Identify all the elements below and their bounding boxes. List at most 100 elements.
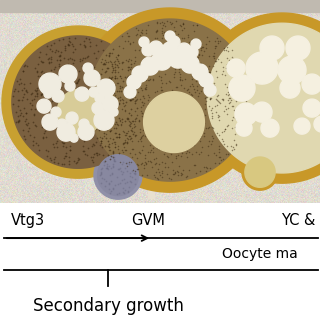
Point bbox=[106, 181, 111, 187]
Point bbox=[155, 28, 160, 33]
Point bbox=[21, 68, 26, 74]
Point bbox=[212, 39, 217, 44]
Point bbox=[16, 119, 21, 124]
Point bbox=[61, 140, 66, 145]
Point bbox=[210, 124, 215, 130]
Point bbox=[206, 66, 211, 71]
Point bbox=[113, 158, 118, 164]
Point bbox=[93, 74, 98, 79]
Point bbox=[206, 70, 211, 75]
Point bbox=[165, 92, 171, 97]
Point bbox=[80, 143, 85, 148]
Point bbox=[119, 34, 124, 39]
Point bbox=[230, 117, 235, 123]
Point bbox=[119, 120, 124, 125]
Point bbox=[112, 139, 117, 144]
Point bbox=[128, 97, 133, 102]
Point bbox=[103, 59, 108, 64]
Point bbox=[207, 97, 212, 102]
Point bbox=[154, 28, 159, 34]
Point bbox=[146, 101, 151, 107]
Point bbox=[194, 23, 199, 28]
Point bbox=[165, 111, 171, 116]
Point bbox=[127, 124, 132, 129]
Point bbox=[153, 161, 158, 166]
Point bbox=[132, 60, 137, 66]
Point bbox=[106, 113, 111, 118]
Point bbox=[244, 96, 250, 101]
Point bbox=[16, 81, 21, 86]
Point bbox=[143, 30, 148, 35]
Point bbox=[113, 73, 118, 78]
Polygon shape bbox=[197, 13, 320, 183]
Point bbox=[143, 78, 148, 83]
Point bbox=[68, 92, 73, 97]
Point bbox=[97, 135, 102, 140]
Polygon shape bbox=[177, 43, 191, 57]
Point bbox=[106, 53, 111, 58]
Point bbox=[108, 156, 113, 162]
Point bbox=[126, 189, 131, 194]
Point bbox=[159, 48, 164, 53]
Point bbox=[106, 180, 111, 185]
Point bbox=[61, 141, 66, 146]
Point bbox=[172, 28, 177, 33]
Point bbox=[213, 68, 219, 73]
Point bbox=[64, 129, 69, 134]
Point bbox=[124, 160, 129, 165]
Point bbox=[229, 94, 234, 99]
Point bbox=[76, 126, 81, 132]
Point bbox=[74, 95, 79, 100]
Point bbox=[75, 80, 80, 85]
Polygon shape bbox=[65, 81, 75, 91]
Point bbox=[64, 154, 69, 159]
Point bbox=[125, 68, 130, 73]
Point bbox=[91, 113, 96, 118]
Point bbox=[80, 148, 85, 153]
Point bbox=[101, 117, 106, 122]
Point bbox=[108, 136, 113, 141]
Point bbox=[106, 85, 111, 90]
Point bbox=[124, 131, 129, 136]
Point bbox=[130, 76, 135, 81]
Point bbox=[174, 156, 179, 161]
Point bbox=[234, 142, 239, 147]
Point bbox=[132, 108, 137, 113]
Point bbox=[178, 75, 183, 80]
Point bbox=[230, 90, 235, 95]
Point bbox=[225, 124, 230, 129]
Point bbox=[82, 86, 87, 91]
Point bbox=[215, 99, 220, 104]
Point bbox=[69, 99, 74, 104]
Point bbox=[107, 124, 112, 129]
Point bbox=[188, 84, 193, 89]
Point bbox=[188, 49, 193, 54]
Point bbox=[33, 87, 38, 92]
Point bbox=[139, 110, 144, 116]
Point bbox=[62, 155, 67, 160]
Point bbox=[127, 137, 132, 142]
Point bbox=[75, 160, 80, 165]
Point bbox=[219, 96, 224, 101]
Point bbox=[81, 148, 86, 154]
Point bbox=[112, 100, 117, 106]
Point bbox=[173, 90, 179, 95]
Point bbox=[90, 69, 95, 74]
Polygon shape bbox=[79, 119, 89, 129]
Point bbox=[108, 89, 113, 94]
Point bbox=[100, 135, 105, 140]
Point bbox=[181, 58, 186, 63]
Point bbox=[64, 95, 69, 100]
Point bbox=[53, 140, 58, 145]
Point bbox=[240, 107, 245, 112]
Point bbox=[138, 70, 143, 75]
Point bbox=[142, 87, 147, 92]
Point bbox=[63, 132, 68, 137]
Point bbox=[147, 94, 152, 99]
Point bbox=[113, 119, 118, 124]
Point bbox=[59, 111, 64, 116]
Point bbox=[155, 28, 160, 33]
Point bbox=[115, 63, 120, 68]
Point bbox=[46, 148, 51, 154]
Point bbox=[146, 98, 151, 103]
